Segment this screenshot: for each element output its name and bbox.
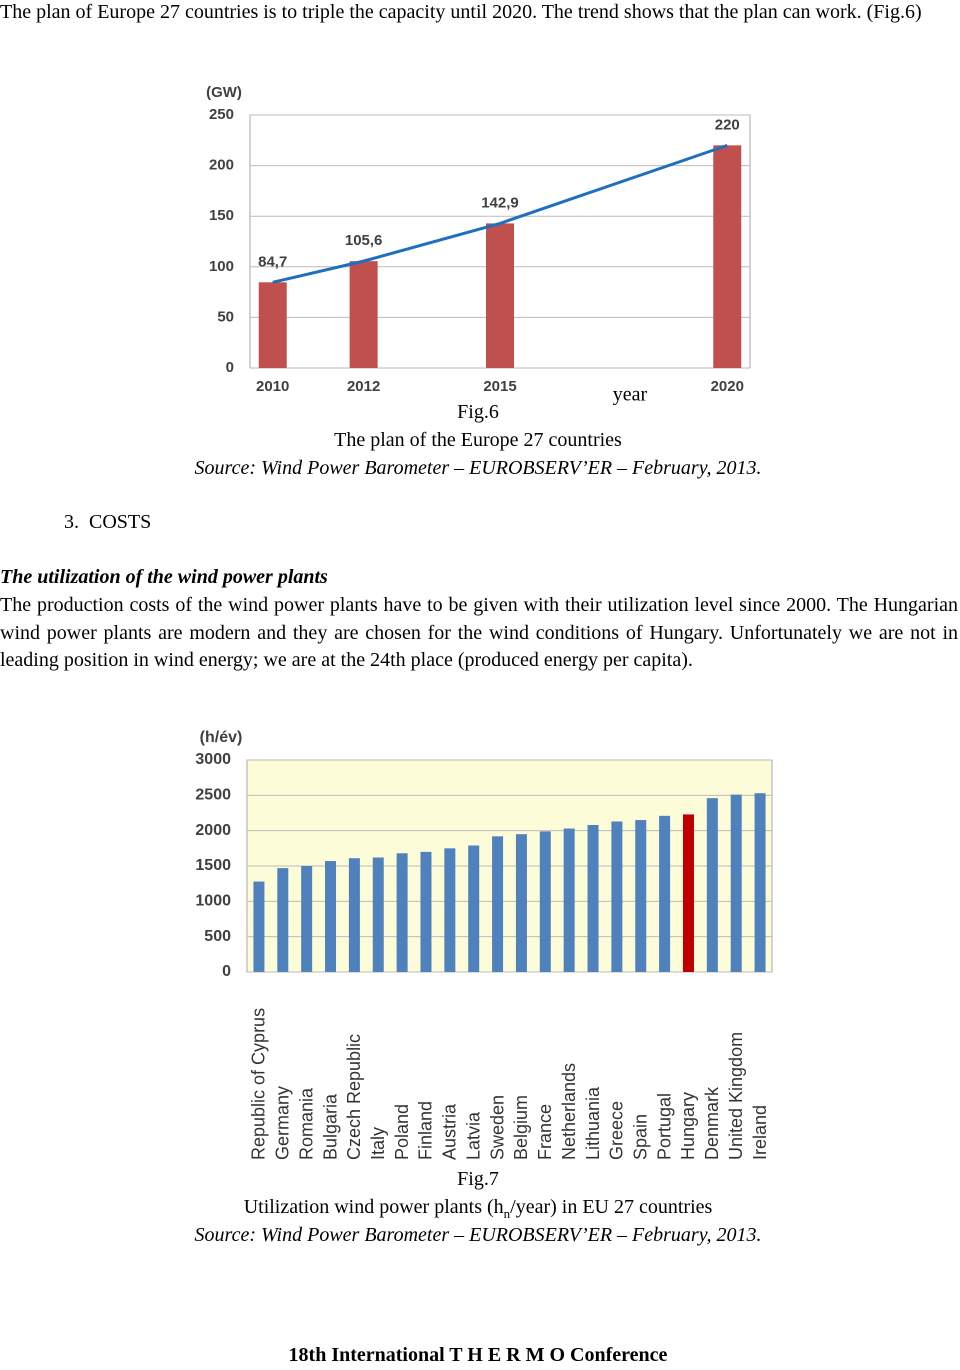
x-tick-label: Italy bbox=[368, 1127, 388, 1160]
fig-source: Source: Wind Power Barometer – EUROBSERV… bbox=[194, 1224, 762, 1246]
bar bbox=[277, 868, 289, 972]
y-tick-label: 150 bbox=[209, 207, 234, 224]
y-tick-label: 2000 bbox=[195, 822, 231, 839]
x-tick-label: United Kingdom bbox=[726, 1032, 746, 1160]
subheading: The utilization of the wind power plants bbox=[0, 566, 328, 588]
x-tick-label: Portugal bbox=[654, 1093, 674, 1160]
bar bbox=[420, 851, 432, 972]
value-label: 142,9 bbox=[481, 194, 519, 211]
y-tick-label: 0 bbox=[222, 963, 231, 980]
x-tick-label: 2010 bbox=[256, 378, 289, 395]
value-label: 220 bbox=[715, 116, 740, 133]
bar bbox=[396, 853, 408, 972]
bar bbox=[754, 793, 766, 972]
bar bbox=[611, 821, 623, 972]
x-tick-label: 2012 bbox=[347, 378, 380, 395]
y-tick-label: 500 bbox=[204, 928, 231, 945]
x-tick-label: Hungary bbox=[678, 1092, 698, 1160]
y-tick-label: 250 bbox=[209, 106, 234, 123]
fig-title-part: /year) in EU 27 countries bbox=[510, 1196, 713, 1218]
bar bbox=[258, 282, 287, 368]
bar bbox=[659, 815, 671, 972]
bar bbox=[372, 857, 384, 972]
x-tick-label: Sweden bbox=[487, 1095, 507, 1160]
bar bbox=[486, 223, 514, 368]
x-tick-label: Lithuania bbox=[583, 1086, 603, 1160]
trend-line bbox=[272, 143, 728, 284]
bar bbox=[301, 866, 313, 972]
y-tick-label: 1500 bbox=[195, 857, 231, 874]
fig-source: Source: Wind Power Barometer – EUROBSERV… bbox=[194, 457, 762, 479]
x-tick-label: Bulgaria bbox=[320, 1093, 340, 1160]
intro: The plan of Europe 27 countries is to tr… bbox=[0, 1, 922, 23]
x-tick-label: Germany bbox=[273, 1086, 293, 1160]
x-tick-label: Romania bbox=[296, 1087, 316, 1160]
fig-label: Fig.6 bbox=[457, 401, 499, 423]
x-tick-label: Greece bbox=[607, 1101, 627, 1160]
bar bbox=[349, 261, 378, 368]
x-tick-label: 2020 bbox=[711, 378, 744, 395]
x-tick-label: Latvia bbox=[463, 1111, 483, 1160]
y-tick-label: 2500 bbox=[195, 787, 231, 804]
x-tick-label: Ireland bbox=[750, 1105, 770, 1160]
bar bbox=[706, 798, 718, 972]
bar bbox=[515, 834, 527, 972]
bar bbox=[682, 814, 694, 972]
y-unit: (h/év) bbox=[200, 729, 243, 746]
y-tick-label: 3000 bbox=[195, 751, 231, 768]
paragraph: The production costs of the wind power p… bbox=[0, 594, 958, 671]
y-tick-label: 100 bbox=[209, 258, 234, 275]
bar bbox=[325, 861, 337, 972]
y-tick-label: 1000 bbox=[195, 893, 231, 910]
y-tick-label: 50 bbox=[217, 308, 234, 325]
x-tick-label: Belgium bbox=[511, 1095, 531, 1160]
fig-title: Utilization wind power plants (hn/year) … bbox=[0, 1194, 956, 1228]
bar bbox=[539, 831, 551, 972]
y-unit: (GW) bbox=[206, 84, 242, 101]
x-tick-label: Denmark bbox=[702, 1086, 722, 1160]
bar bbox=[587, 825, 599, 972]
x-tick-label: Finland bbox=[416, 1101, 436, 1160]
bar bbox=[348, 858, 360, 972]
fig-label: Fig.7 bbox=[457, 1168, 499, 1190]
bar bbox=[635, 820, 647, 972]
x-tick-label: 2015 bbox=[483, 378, 516, 395]
y-tick-label: 0 bbox=[226, 359, 234, 376]
bar bbox=[253, 881, 265, 972]
x-tick-label: Austria bbox=[440, 1103, 460, 1160]
fig-title: The plan of the Europe 27 countries bbox=[334, 429, 622, 451]
section-heading: 3. COSTS bbox=[64, 511, 152, 533]
x-tick-label: France bbox=[535, 1104, 555, 1160]
value-label: 84,7 bbox=[258, 253, 287, 270]
bar bbox=[563, 828, 575, 972]
x-tick-label: Spain bbox=[631, 1114, 651, 1160]
fig-title-sub: n bbox=[503, 1206, 511, 1221]
fig-title-part: Utilization wind power plants (h bbox=[243, 1196, 504, 1218]
footer: 18th International T H E R M O Conferenc… bbox=[288, 1344, 668, 1366]
bar bbox=[444, 848, 456, 972]
bar bbox=[713, 145, 742, 368]
x-tick-label: Czech Republic bbox=[344, 1034, 364, 1160]
x-tick-label: Netherlands bbox=[559, 1063, 579, 1160]
bar bbox=[492, 836, 504, 972]
x-tick-label: Poland bbox=[392, 1104, 412, 1160]
x-axis-label: year bbox=[613, 384, 648, 406]
value-label: 105,6 bbox=[345, 232, 383, 249]
y-tick-label: 200 bbox=[209, 157, 234, 174]
x-tick-label: Republic of Cyprus bbox=[249, 1008, 269, 1160]
bar bbox=[468, 845, 480, 972]
bar bbox=[730, 794, 742, 972]
